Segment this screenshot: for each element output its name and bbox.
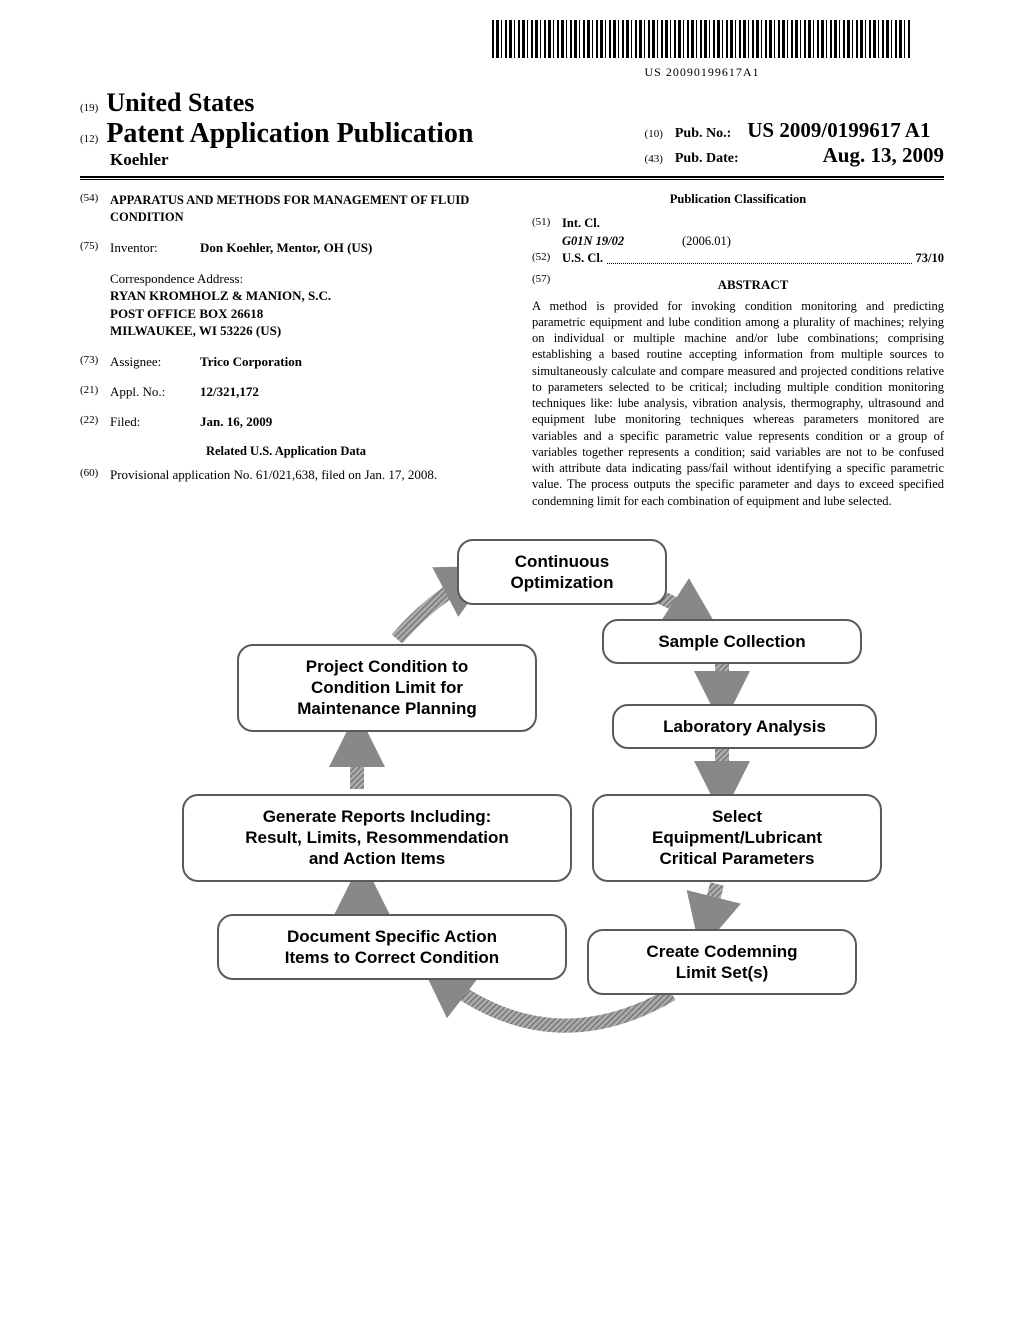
field-num-54: (54) (80, 192, 110, 226)
divider-thick (80, 176, 944, 178)
author-name: Koehler (110, 150, 473, 170)
assignee-value: Trico Corporation (200, 354, 492, 370)
uscl-label: U.S. Cl. (562, 250, 603, 268)
related-data-heading: Related U.S. Application Data (80, 444, 492, 459)
field-num-51: (51) (532, 215, 562, 233)
filed-label: Filed: (110, 414, 200, 430)
field-num-10: (10) (645, 128, 663, 140)
flowchart-node: SelectEquipment/LubricantCritical Parame… (592, 794, 882, 882)
correspondence-line1: RYAN KROMHOLZ & MANION, S.C. (110, 287, 492, 305)
flowchart-node: Sample Collection (602, 619, 862, 664)
field-num-21: (21) (80, 384, 110, 400)
intcl-code: G01N 19/02 (562, 233, 682, 251)
field-num-75: (75) (80, 240, 110, 256)
field-num-52: (52) (532, 250, 562, 268)
intcl-label: Int. Cl. (562, 215, 600, 233)
pub-no-label: Pub. No.: (675, 126, 731, 141)
appl-label: Appl. No.: (110, 384, 200, 400)
left-column: (54) APPARATUS AND METHODS FOR MANAGEMEN… (80, 192, 492, 509)
barcode-number: US 20090199617A1 (460, 65, 944, 80)
field-num-73: (73) (80, 354, 110, 370)
abstract-text: A method is provided for invoking condit… (532, 298, 944, 509)
flowchart-node: Document Specific ActionItems to Correct… (217, 914, 567, 981)
uscl-value: 73/10 (916, 250, 944, 268)
field-num-43: (43) (645, 153, 663, 165)
flowchart-diagram: ContinuousOptimizationSample CollectionL… (152, 539, 872, 1099)
pub-date-value: Aug. 13, 2009 (823, 143, 944, 167)
field-num-22: (22) (80, 414, 110, 430)
pub-no-value: US 2009/0199617 A1 (747, 118, 930, 142)
pub-classification-heading: Publication Classification (532, 192, 944, 207)
field-num-60: (60) (80, 467, 110, 483)
intcl-date: (2006.01) (682, 233, 731, 251)
publication-type: Patent Application Publication (106, 118, 473, 150)
provisional-text: Provisional application No. 61/021,638, … (110, 467, 492, 483)
correspondence-line2: POST OFFICE BOX 26618 (110, 305, 492, 323)
divider-thin (80, 179, 944, 180)
flowchart-node: Project Condition toCondition Limit forM… (237, 644, 537, 732)
inventor-label: Inventor: (110, 240, 200, 256)
header-block: (19) United States (12) Patent Applicati… (80, 88, 944, 170)
country-name: United States (106, 88, 254, 118)
correspondence-line3: MILWAUKEE, WI 53226 (US) (110, 322, 492, 340)
dotted-leader (607, 250, 912, 264)
inventor-value: Don Koehler, Mentor, OH (US) (200, 240, 492, 256)
right-column: Publication Classification (51) Int. Cl.… (532, 192, 944, 509)
abstract-heading: ABSTRACT (562, 276, 944, 294)
barcode-section: US 20090199617A1 (460, 20, 944, 80)
flowchart-node: Laboratory Analysis (612, 704, 877, 749)
invention-title: APPARATUS AND METHODS FOR MANAGEMENT OF … (110, 192, 492, 226)
pub-date-label: Pub. Date: (675, 151, 739, 166)
appl-value: 12/321,172 (200, 384, 492, 400)
field-num-19: (19) (80, 102, 98, 114)
flowchart-node: Create CodemningLimit Set(s) (587, 929, 857, 996)
flowchart-node: ContinuousOptimization (457, 539, 667, 606)
field-num-12: (12) (80, 133, 98, 145)
barcode-graphic (492, 20, 912, 58)
flowchart-node: Generate Reports Including:Result, Limit… (182, 794, 572, 882)
correspondence-label: Correspondence Address: (110, 270, 492, 288)
filed-value: Jan. 16, 2009 (200, 414, 492, 430)
field-num-57: (57) (532, 272, 562, 298)
assignee-label: Assignee: (110, 354, 200, 370)
